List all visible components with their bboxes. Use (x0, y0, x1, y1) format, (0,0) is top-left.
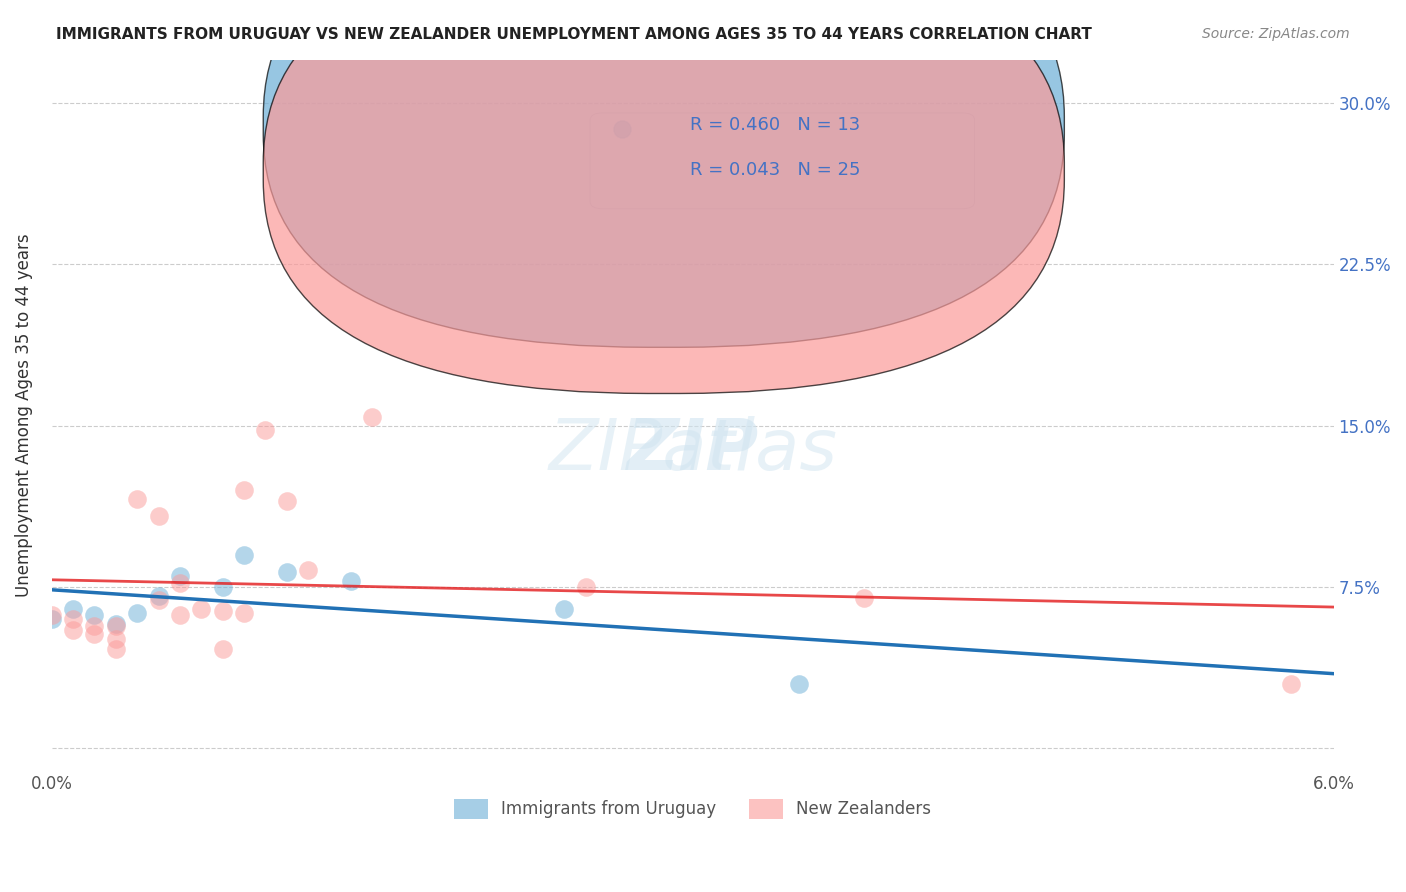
Point (104, 619, 127, 633)
Point (169, 569, 191, 583)
Point (575, 580, 598, 594)
Point (789, 677, 811, 691)
Text: ZIPatlas: ZIPatlas (548, 416, 837, 485)
Text: ZIP: ZIP (627, 416, 759, 485)
Point (169, 607, 191, 622)
Point (62, 623, 84, 637)
Text: R = 0.460   N = 13: R = 0.460 N = 13 (690, 116, 860, 134)
Point (83, 619, 105, 633)
Point (254, 423, 277, 437)
Point (148, 589, 170, 603)
Point (553, 601, 575, 615)
Point (169, 575, 191, 590)
Point (41, 612, 63, 626)
Point (127, 491, 149, 506)
Point (62, 601, 84, 615)
FancyBboxPatch shape (263, 0, 1064, 347)
Point (104, 616, 127, 631)
Point (276, 494, 298, 508)
Point (233, 483, 256, 497)
Text: IMMIGRANTS FROM URUGUAY VS NEW ZEALANDER UNEMPLOYMENT AMONG AGES 35 TO 44 YEARS : IMMIGRANTS FROM URUGUAY VS NEW ZEALANDER… (56, 27, 1092, 42)
Point (297, 563, 319, 577)
Y-axis label: Unemployment Among Ages 35 to 44 years: Unemployment Among Ages 35 to 44 years (15, 233, 32, 597)
Point (104, 632, 127, 646)
Point (104, 642, 127, 657)
Point (127, 606, 149, 620)
Point (233, 606, 256, 620)
Point (148, 593, 170, 607)
Point (83, 607, 105, 622)
FancyBboxPatch shape (263, 0, 1064, 393)
Point (41, 607, 63, 622)
Point (361, 409, 384, 424)
Point (83, 627, 105, 641)
Point (1279, 677, 1302, 691)
Point (62, 612, 84, 626)
Point (190, 601, 212, 615)
Text: Source: ZipAtlas.com: Source: ZipAtlas.com (1202, 27, 1350, 41)
Point (852, 591, 875, 605)
Point (340, 574, 363, 588)
Point (276, 565, 298, 579)
Point (148, 508, 170, 523)
Point (233, 548, 256, 562)
Point (211, 580, 233, 594)
Point (211, 642, 233, 657)
Text: R = 0.043   N = 25: R = 0.043 N = 25 (690, 161, 860, 179)
Point (211, 604, 233, 618)
Legend: Immigrants from Uruguay, New Zealanders: Immigrants from Uruguay, New Zealanders (447, 792, 938, 826)
FancyBboxPatch shape (591, 113, 974, 209)
